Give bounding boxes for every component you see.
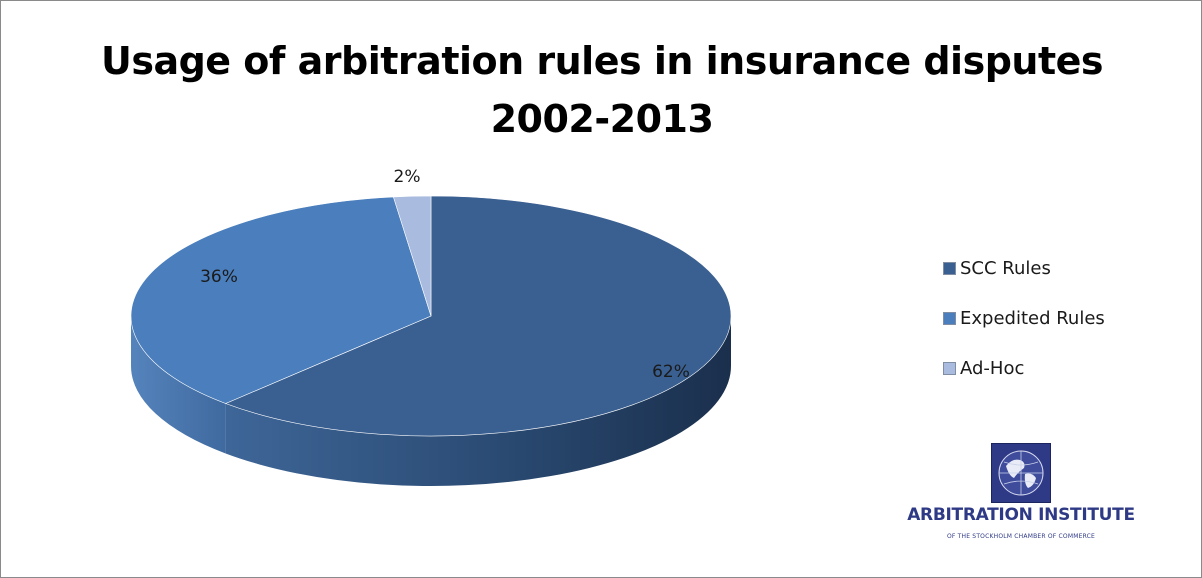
data-label: 36% xyxy=(200,267,238,287)
logo-subtitle: OF THE STOCKHOLM CHAMBER OF COMMERCE xyxy=(946,533,1096,540)
legend-swatch xyxy=(943,311,956,325)
logo-title: ARBITRATION INSTITUTE xyxy=(907,505,1135,525)
legend-item-ad-hoc: Ad-Hoc xyxy=(943,343,1105,393)
legend-label: Ad-Hoc xyxy=(960,357,1025,379)
legend-label: Expedited Rules xyxy=(960,307,1105,329)
pie-slice-side xyxy=(225,316,731,486)
legend-item-expedited-rules: Expedited Rules xyxy=(943,293,1105,343)
legend-swatch xyxy=(943,261,956,275)
data-label: 2% xyxy=(394,167,421,187)
legend: SCC Rules Expedited Rules Ad-Hoc xyxy=(943,243,1105,393)
legend-label: SCC Rules xyxy=(960,257,1051,279)
chart-title: Usage of arbitration rules in insurance … xyxy=(100,39,1104,83)
chart-subtitle: 2002-2013 xyxy=(490,97,714,141)
pie-slice xyxy=(130,196,432,404)
legend-item-scc-rules: SCC Rules xyxy=(943,243,1105,293)
pie-slice xyxy=(392,195,432,317)
data-label: 62% xyxy=(652,362,690,382)
institute-logo: ARBITRATION INSTITUTE OF THE STOCKHOLM C… xyxy=(901,443,1141,553)
globe-icon xyxy=(991,443,1051,503)
pie-slice xyxy=(224,195,732,437)
legend-swatch xyxy=(943,361,956,375)
pie-slice-side xyxy=(131,316,226,454)
